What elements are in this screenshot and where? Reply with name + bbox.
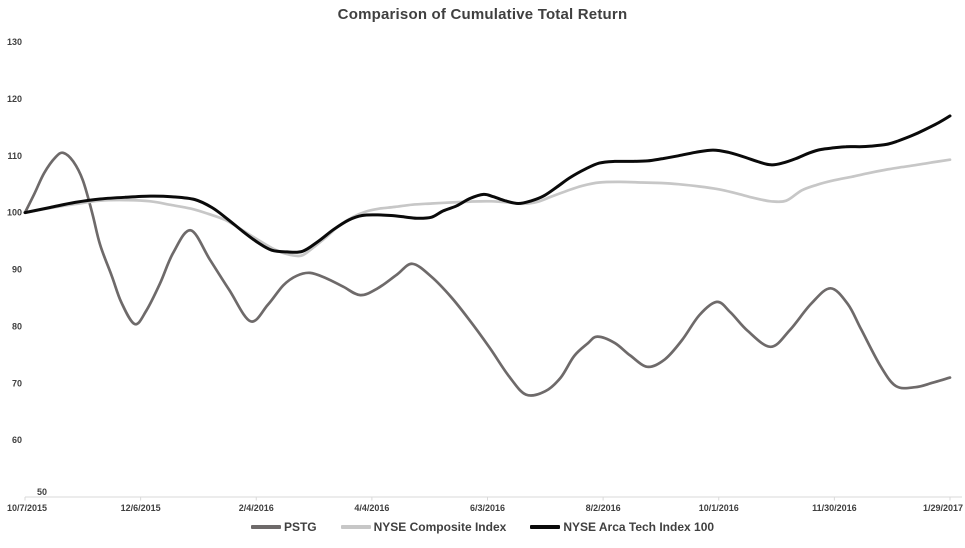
legend-item-nyse-arca-tech-index-100: NYSE Arca Tech Index 100 [530,520,714,534]
series-line-nyse-composite-index [23,158,952,258]
y-tick-label-110: 110 [7,151,22,161]
y-tick-label-70: 70 [12,378,22,388]
legend-label-pstg: PSTG [283,520,317,534]
x-tick-label-8: 1/29/2017 [923,503,963,513]
legend-label-nyse-composite-index: NYSE Composite Index [373,520,507,534]
legend-label-nyse-arca-tech-index-100: NYSE Arca Tech Index 100 [563,520,715,534]
legend-line-swatch-pstg [250,525,281,529]
y-tick-label-120: 120 [7,94,22,104]
y-tick-label-100: 100 [7,208,22,218]
series-line-pstg [23,151,952,397]
legend-item-pstg: PSTG [250,520,317,534]
x-tick-label-4: 6/3/2016 [470,503,505,513]
x-tick-label-7: 11/30/2016 [812,503,857,513]
legend-line-swatch-nyse-composite-index [340,525,371,529]
legend-item-nyse-composite-index: NYSE Composite Index [340,520,507,534]
x-tick-label-0: 10/7/2015 [7,503,47,513]
y-tick-label-130: 130 [7,37,22,47]
x-tick-label-6: 10/1/2016 [699,503,739,513]
series-line-nyse-arca-tech-index-100 [23,114,952,254]
y-tick-label-60: 60 [12,435,22,445]
y-tick-label-50: 50 [37,487,47,497]
legend-line-swatch-nyse-arca-tech-index-100 [530,525,561,529]
x-tick-label-3: 4/4/2016 [354,503,389,513]
y-tick-label-90: 90 [12,265,22,275]
chart-title: Comparison of Cumulative Total Return [337,6,628,23]
x-tick-label-5: 8/2/2016 [586,503,621,513]
chart-legend: PSTG NYSE Composite Index NYSE Arca Tech I… [0,520,965,534]
x-tick-label-2: 2/4/2016 [239,503,274,513]
y-tick-label-80: 80 [12,321,22,331]
x-tick-label-1: 12/6/2015 [121,503,161,513]
